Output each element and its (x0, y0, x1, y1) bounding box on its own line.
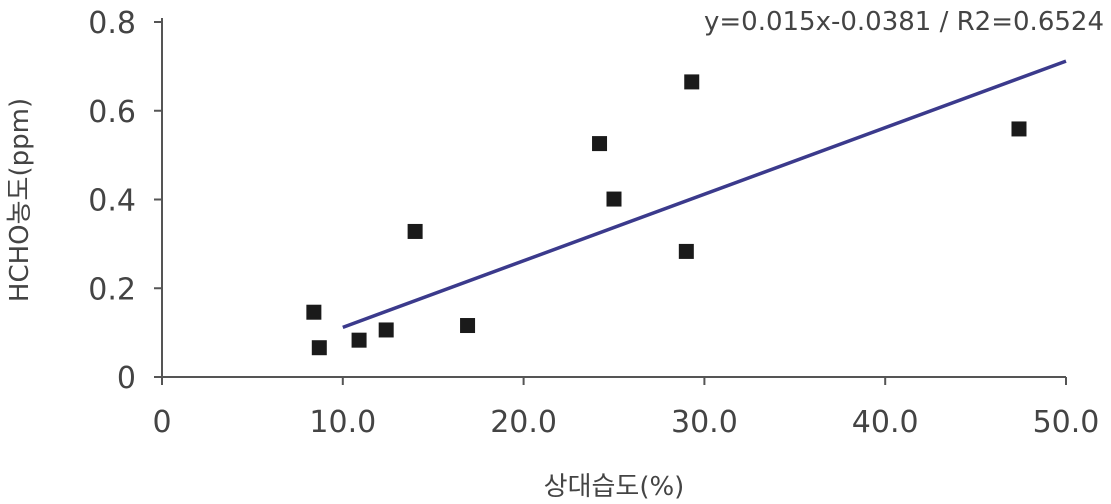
y-tick-label: 0 (117, 361, 136, 396)
data-point (407, 223, 423, 239)
data-point (684, 74, 700, 90)
x-tick-label: 0 (152, 405, 171, 440)
y-axis-label: HCHO농도(ppm) (5, 98, 35, 302)
axes (161, 18, 1066, 378)
data-point (306, 304, 322, 320)
data-point (592, 136, 608, 152)
y-tick-label: 0.2 (88, 272, 136, 307)
trendline (342, 59, 1067, 329)
data-point (351, 332, 367, 348)
data-point (678, 243, 694, 259)
y-axis-ticks: 0 0.2 0.4 0.6 0.8 (88, 6, 162, 396)
data-point (606, 191, 622, 207)
x-tick-label: 40.0 (852, 405, 919, 440)
x-axis-label: 상대습도(%) (544, 472, 685, 502)
x-tick-label: 20.0 (490, 405, 557, 440)
y-tick-label: 0.8 (88, 6, 136, 41)
x-tick-label: 10.0 (309, 405, 376, 440)
data-points (306, 74, 1027, 356)
data-point (378, 322, 394, 338)
x-tick-label: 50.0 (1033, 405, 1100, 440)
data-point (460, 318, 476, 334)
data-point (1011, 121, 1027, 137)
regression-equation: y=0.015x-0.0381 / R2=0.6524 (704, 7, 1104, 37)
y-tick-label: 0.6 (88, 95, 136, 130)
y-tick-label: 0.4 (88, 184, 136, 219)
data-point (311, 340, 327, 356)
x-tick-label: 30.0 (671, 405, 738, 440)
x-axis-ticks: 0 10.0 20.0 30.0 40.0 50.0 (152, 377, 1099, 440)
